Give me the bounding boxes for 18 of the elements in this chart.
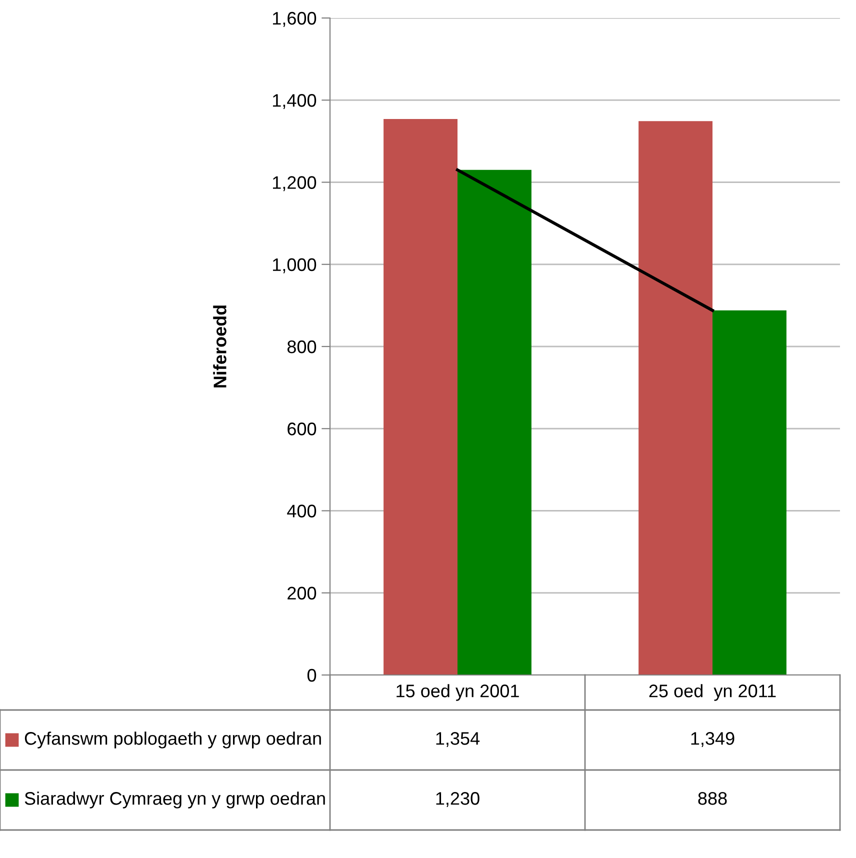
y-axis-title: Niferoedd xyxy=(213,306,226,388)
y-tick-label: 1,000 xyxy=(273,258,316,274)
y-tick-label: 400 xyxy=(287,504,316,518)
y-tick-label: 0 xyxy=(307,668,316,682)
data-label: 1,230 xyxy=(436,792,480,807)
data-label: 1,349 xyxy=(691,732,734,747)
y-tick-label: 800 xyxy=(287,340,316,354)
data-label: 888 xyxy=(698,792,727,805)
data-label: 1,354 xyxy=(436,732,480,747)
y-tick-label: 1,600 xyxy=(273,12,316,27)
legend-label: Cyfanswm poblogaeth y grwp oedran xyxy=(24,732,321,748)
y-tick-label: 200 xyxy=(288,586,316,600)
legend-label: Siaradwyr Cymraeg yn y grwp oedran xyxy=(24,792,325,808)
y-tick-label: 1,400 xyxy=(273,94,316,109)
y-tick-label: 600 xyxy=(288,422,316,436)
y-tick-label: 1,200 xyxy=(273,176,316,192)
x-tick-label: 25 oed yn 2011 xyxy=(649,684,776,701)
x-tick-label: 15 oed yn 2001 xyxy=(396,684,519,701)
